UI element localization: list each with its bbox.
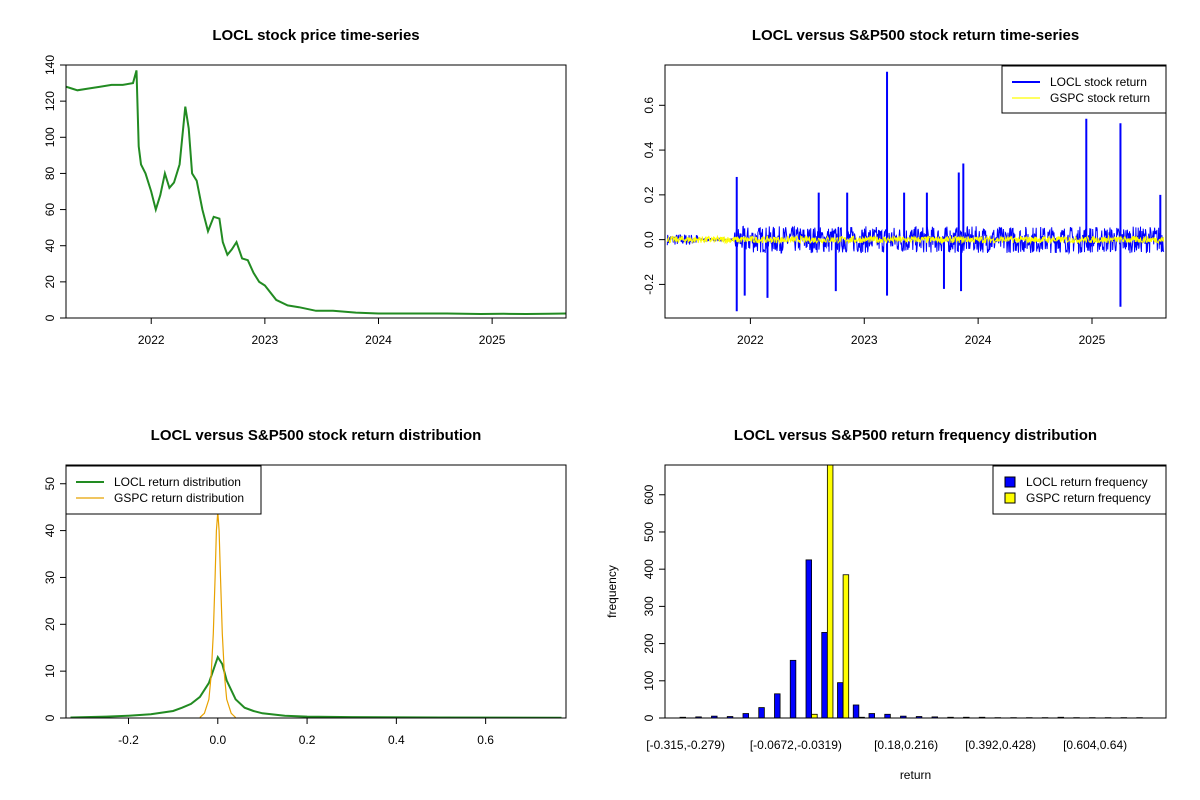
x-tick-label: 2025: [479, 333, 506, 347]
bar-gspc: [811, 713, 818, 718]
legend-label: LOCL return distribution: [114, 475, 241, 489]
bar-locl: [789, 659, 797, 718]
plot-area: [666, 71, 1165, 312]
y-tick-label: 0.0: [642, 231, 656, 248]
bar-locl: [884, 713, 891, 718]
x-tick-label: 2023: [252, 333, 279, 347]
y-tick-label: -0.2: [642, 274, 656, 295]
bar-locl: [711, 715, 718, 718]
chart-title: LOCL versus S&P500 stock return distribu…: [151, 427, 482, 444]
y-tick-label: 200: [642, 633, 656, 653]
bar-gspc: [842, 574, 850, 718]
y-tick-label: 40: [43, 239, 57, 253]
bar-locl: [837, 682, 844, 718]
y-tick-label: 140: [43, 55, 57, 75]
y-tick-label: 400: [642, 559, 656, 579]
x-tick-label: 0.2: [299, 733, 316, 747]
plot-area: [66, 70, 566, 316]
legend-box: [1001, 65, 1167, 114]
bar-locl: [915, 716, 923, 718]
y-tick-label: 0.2: [642, 186, 656, 203]
y-tick-label: 100: [43, 127, 57, 147]
y-tick-label: 80: [43, 166, 57, 180]
x-tick-label: 0.6: [477, 733, 494, 747]
x-tick-label: [0.18,0.216): [874, 738, 938, 752]
plot-area: [70, 511, 562, 718]
bar-locl: [758, 707, 765, 718]
legend-box: [65, 465, 262, 515]
bar-gspc: [826, 465, 834, 718]
y-tick-label: 50: [43, 477, 57, 491]
x-tick-label: 0.0: [209, 733, 226, 747]
y-tick-label: 40: [43, 524, 57, 538]
legend-label: GSPC return frequency: [1026, 491, 1151, 505]
y-tick-label: 500: [642, 522, 656, 542]
bar-locl: [931, 716, 938, 718]
y-tick-label: 30: [43, 570, 57, 584]
chart-title: LOCL stock price time-series: [212, 27, 419, 44]
plot-frame: [664, 64, 1167, 319]
y-tick-label: 60: [43, 203, 57, 217]
y-tick-label: 10: [43, 664, 57, 678]
legend-box: [992, 465, 1167, 515]
plot-frame: [65, 64, 567, 319]
plot-frame: [664, 464, 1167, 719]
bar-locl: [695, 716, 702, 718]
y-tick-label: 20: [43, 617, 57, 631]
x-axis-label: return: [900, 768, 931, 782]
y-tick-label: 0.6: [642, 97, 656, 114]
bar-locl: [900, 715, 907, 718]
bar-locl: [821, 632, 828, 718]
legend-label: GSPC stock return: [1050, 91, 1150, 105]
bar-locl: [805, 559, 812, 718]
x-tick-label: 2022: [138, 333, 165, 347]
series-line-locl-return-distribution: [70, 654, 562, 718]
series-line-gspc-stock-return: [666, 234, 1165, 245]
x-tick-label: 2022: [737, 333, 764, 347]
y-tick-label: 0: [43, 314, 57, 321]
x-tick-label: [-0.0672,-0.0319): [750, 738, 842, 752]
x-tick-label: 2024: [365, 333, 392, 347]
legend-label: LOCL stock return: [1050, 75, 1147, 89]
y-tick-label: 300: [642, 596, 656, 616]
bar-locl: [774, 693, 781, 718]
y-tick-label: 100: [642, 670, 656, 690]
legend-label: LOCL return frequency: [1026, 475, 1148, 489]
bar-locl: [852, 704, 860, 718]
x-tick-label: [0.604,0.64): [1063, 738, 1127, 752]
x-tick-label: [0.392,0.428): [965, 738, 1036, 752]
legend-label: GSPC return distribution: [114, 491, 244, 505]
chart-title: LOCL versus S&P500 stock return time-ser…: [752, 27, 1079, 44]
y-tick-label: 120: [43, 91, 57, 111]
x-tick-label: [-0.315,-0.279): [646, 738, 725, 752]
y-tick-label: 600: [642, 484, 656, 504]
y-tick-label: 0: [43, 714, 57, 721]
bar-locl: [742, 713, 749, 718]
legend-swatch: [1004, 492, 1016, 504]
y-axis-label: frequency: [605, 565, 619, 618]
bar-locl: [726, 716, 734, 718]
legend-swatch: [1004, 476, 1016, 488]
bar-locl: [868, 713, 875, 718]
x-tick-label: 0.4: [388, 733, 405, 747]
y-tick-label: 20: [43, 275, 57, 289]
y-tick-label: 0.4: [642, 141, 656, 158]
x-tick-label: -0.2: [118, 733, 139, 747]
x-tick-label: 2025: [1079, 333, 1106, 347]
y-tick-label: 0: [642, 714, 656, 721]
plot-frame: [65, 464, 567, 719]
chart-title: LOCL versus S&P500 return frequency dist…: [734, 427, 1097, 444]
x-tick-label: 2024: [965, 333, 992, 347]
x-tick-label: 2023: [851, 333, 878, 347]
series-line-price: [66, 70, 566, 316]
